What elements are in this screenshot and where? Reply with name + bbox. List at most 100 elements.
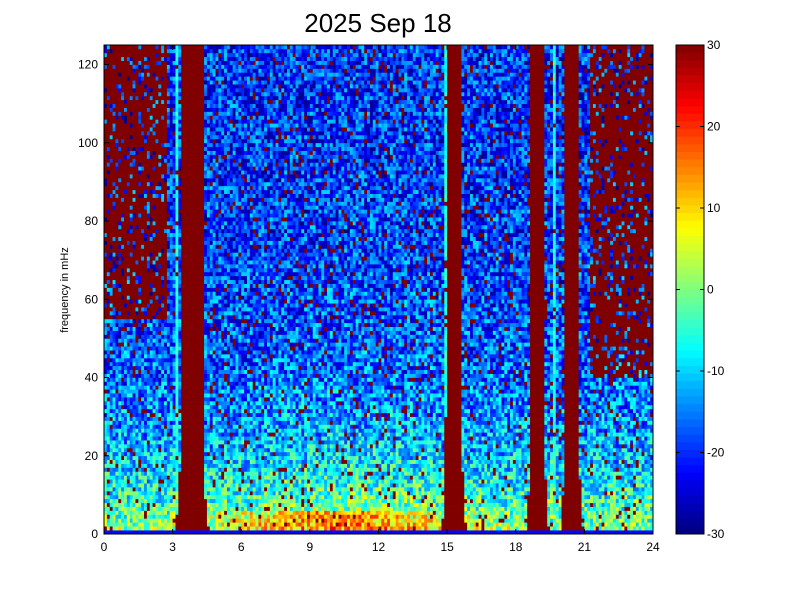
heatmap-cell [135,275,139,281]
heatmap-cell [166,271,171,277]
heatmap-cell [126,56,131,61]
heatmap-cell [138,252,142,257]
heatmap-cell [135,436,139,441]
heatmap-cell [164,393,168,398]
heatmap-cell [124,307,128,312]
heatmap-cell [146,299,151,304]
heatmap-cell [178,518,182,523]
heatmap-cell [129,158,133,163]
heatmap-cell [155,267,159,273]
heatmap-cell [215,365,219,371]
heatmap-cell [198,256,202,261]
heatmap-cell [121,189,125,194]
heatmap-cell [172,84,176,89]
heatmap-cell [155,487,159,492]
heatmap-cell [178,311,182,316]
heatmap-cell [135,48,139,54]
heatmap-cell [152,471,156,476]
heatmap-cell [184,142,188,148]
heatmap-cell [172,334,176,339]
heatmap-cell [206,467,211,472]
heatmap-cell [198,518,202,523]
heatmap-cell [206,400,211,406]
heatmap-cell [141,381,145,386]
heatmap-cell [132,342,136,347]
heatmap-cell [164,350,168,355]
heatmap-cell [129,530,133,535]
heatmap-cell [146,444,151,449]
heatmap-cell [181,389,185,394]
heatmap-cell [146,400,151,406]
heatmap-cell [106,397,111,402]
heatmap-cell [164,236,168,241]
heatmap-cell [104,444,108,449]
heatmap-cell [109,72,113,77]
heatmap-cell [215,361,219,367]
heatmap-cell [181,248,185,253]
heatmap-cell [138,232,142,238]
heatmap-cell [161,381,165,386]
heatmap-cell [201,291,205,296]
heatmap-cell [132,80,136,85]
heatmap-cell [172,240,176,245]
heatmap-cell [204,134,208,140]
heatmap-cell [144,209,148,214]
heatmap-cell [135,99,139,105]
heatmap-cell [178,240,182,245]
heatmap-cell [169,467,173,472]
heatmap-cell [141,99,145,105]
heatmap-cell [184,48,188,54]
heatmap-cell [115,271,119,277]
heatmap-cell [209,91,214,97]
heatmap-cell [106,377,111,382]
heatmap-cell [149,52,153,58]
heatmap-cell [106,412,111,417]
heatmap-cell [135,224,139,230]
heatmap-cell [121,377,125,382]
heatmap-cell [115,240,119,245]
heatmap-cell [132,530,136,535]
heatmap-cell [181,72,185,77]
heatmap-cell [175,487,179,492]
heatmap-cell [146,271,151,277]
heatmap-cell [186,330,191,335]
heatmap-cell [161,412,165,417]
heatmap-cell [132,60,136,65]
heatmap-cell [198,424,202,429]
heatmap-cell [104,361,108,367]
heatmap-cell [155,166,159,171]
heatmap-cell [132,295,136,300]
heatmap-cell [195,350,199,355]
heatmap-cell [146,295,151,300]
heatmap-cell [206,275,211,281]
heatmap-cell [209,369,214,374]
heatmap-cell [112,197,116,202]
heatmap-cell [124,530,128,535]
heatmap-cell [186,232,191,238]
heatmap-cell [215,271,219,277]
heatmap-cell [206,361,211,367]
heatmap-cell [109,232,113,238]
heatmap-cell [109,326,113,331]
heatmap-cell [144,162,148,167]
heatmap-cell [132,64,136,69]
heatmap-cell [206,256,211,261]
heatmap-cell [109,127,113,132]
heatmap-cell [149,373,153,378]
heatmap-cell [209,522,214,527]
heatmap-cell [126,197,131,202]
heatmap-cell [201,264,205,269]
heatmap-cell [161,146,165,151]
heatmap-cell [135,389,139,394]
heatmap-cell [175,455,179,461]
heatmap-cell [129,107,133,112]
heatmap-cell [112,404,116,410]
heatmap-cell [158,197,162,202]
heatmap-cell [166,56,171,61]
heatmap-cell [166,518,171,523]
heatmap-cell [169,412,173,417]
heatmap-cell [192,213,196,218]
heatmap-cell [169,420,173,425]
heatmap-cell [152,350,156,355]
heatmap-cell [146,264,151,269]
